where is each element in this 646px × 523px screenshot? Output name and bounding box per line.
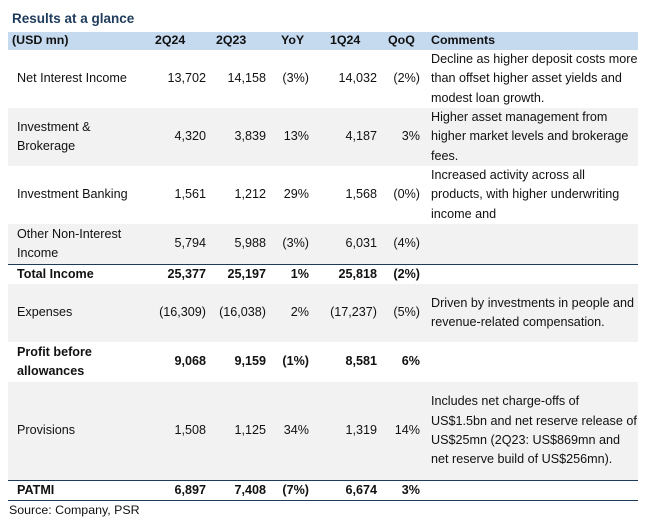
cell-2q23: 1,212 (234, 187, 266, 202)
cell-yoy: 2% (266, 284, 309, 342)
cell-comment: Decline as higher deposit costs more tha… (431, 52, 638, 105)
cell-qoq: (2%) (377, 263, 420, 284)
table-title: Results at a glance (12, 11, 135, 26)
row-label: Total Income (8, 263, 146, 284)
table-row: Total Income 25,377 25,197 1% 25,818 (2%… (8, 263, 638, 284)
cell-2q23: (16,038) (206, 284, 266, 342)
row-label: Profit before allowances (17, 344, 92, 378)
cell-1q24: 25,818 (309, 263, 377, 284)
header-yoy: YoY (281, 33, 305, 47)
table-row: Investment Banking 1,561 1,212 29% 1,568… (8, 166, 638, 224)
cell-qoq: 6% (401, 354, 420, 369)
table-row: PATMI 6,897 7,408 (7%) 6,674 3% (8, 479, 638, 500)
cell-2q23: 1,125 (206, 382, 266, 480)
cell-qoq: 3% (377, 479, 420, 500)
header-unit: (USD mn) (12, 33, 69, 47)
cell-1q24: 6,031 (309, 224, 377, 264)
cell-2q24: 9,068 (174, 354, 206, 369)
cell-comment: Includes net charge-offs of US$1.5bn and… (420, 382, 638, 480)
row-label: PATMI (8, 479, 146, 500)
cell-2q24: 13,702 (167, 71, 206, 86)
cell-2q23: 7,408 (206, 479, 266, 500)
table-row: Expenses (16,309) (16,038) 2% (17,237) (… (8, 284, 638, 342)
cell-yoy: (7%) (266, 479, 309, 500)
cell-qoq: (5%) (377, 284, 420, 342)
cell-2q24: 1,561 (174, 187, 206, 202)
source-note: Source: Company, PSR (9, 503, 140, 517)
cell-1q24: 1,319 (309, 382, 377, 480)
cell-qoq: (4%) (377, 224, 420, 264)
row-label: Other Non-Interest Income (8, 224, 146, 264)
cell-comment: Driven by investments in people and reve… (420, 284, 638, 342)
cell-comment (420, 224, 638, 264)
row-label: Investment Banking (17, 187, 128, 202)
cell-yoy: (3%) (266, 224, 309, 264)
header-comments: Comments (431, 33, 496, 47)
cell-yoy: (3%) (282, 71, 309, 86)
row-label: Investment & Brokerage (8, 108, 146, 166)
cell-comment (420, 263, 638, 284)
results-table: Net Interest Income 13,702 14,158 (3%) 1… (8, 50, 638, 500)
cell-2q24: 4,320 (146, 108, 206, 166)
cell-comment: Increased activity across all products, … (431, 168, 620, 221)
header-1q24: 1Q24 (330, 33, 361, 47)
row-label: Provisions (8, 382, 146, 480)
cell-2q23: 5,988 (206, 224, 266, 264)
cell-2q23: 14,158 (227, 71, 266, 86)
table-row: Provisions 1,508 1,125 34% 1,319 14% Inc… (8, 382, 638, 480)
table-bottom-rule (8, 500, 638, 501)
cell-1q24: 4,187 (309, 108, 377, 166)
cell-yoy: 1% (266, 263, 309, 284)
cell-2q23: 3,839 (206, 108, 266, 166)
cell-qoq: (2%) (393, 71, 420, 86)
table-row: Profit before allowances 9,068 9,159 (1%… (8, 342, 638, 382)
cell-2q24: 25,377 (146, 263, 206, 284)
cell-comment (420, 479, 638, 500)
cell-1q24: 6,674 (309, 479, 377, 500)
cell-2q23: 25,197 (206, 263, 266, 284)
cell-2q23: 9,159 (234, 354, 266, 369)
cell-1q24: 14,032 (338, 71, 377, 86)
cell-2q24: 5,794 (146, 224, 206, 264)
row-label: Expenses (8, 284, 146, 342)
cell-yoy: (1%) (282, 354, 309, 369)
cell-qoq: (0%) (393, 187, 420, 202)
cell-2q24: 1,508 (146, 382, 206, 480)
header-2q24: 2Q24 (155, 33, 186, 47)
table-row: Investment & Brokerage 4,320 3,839 13% 4… (8, 108, 638, 166)
cell-2q24: 6,897 (146, 479, 206, 500)
cell-yoy: 29% (283, 187, 309, 202)
cell-comment: Higher asset management from higher mark… (420, 108, 638, 166)
header-2q23: 2Q23 (216, 33, 247, 47)
cell-2q24: (16,309) (146, 284, 206, 342)
cell-1q24: 8,581 (345, 354, 377, 369)
cell-qoq: 3% (377, 108, 420, 166)
cell-1q24: (17,237) (309, 284, 377, 342)
cell-1q24: 1,568 (345, 187, 377, 202)
cell-comment (420, 342, 638, 382)
table-row: Net Interest Income 13,702 14,158 (3%) 1… (8, 50, 638, 108)
cell-qoq: 14% (377, 382, 420, 480)
cell-yoy: 34% (266, 382, 309, 480)
cell-yoy: 13% (266, 108, 309, 166)
header-qoq: QoQ (388, 33, 415, 47)
row-label: Net Interest Income (17, 71, 127, 86)
table-row: Other Non-Interest Income 5,794 5,988 (3… (8, 224, 638, 264)
table-header: (USD mn) 2Q24 2Q23 YoY 1Q24 QoQ Comments (8, 32, 638, 50)
